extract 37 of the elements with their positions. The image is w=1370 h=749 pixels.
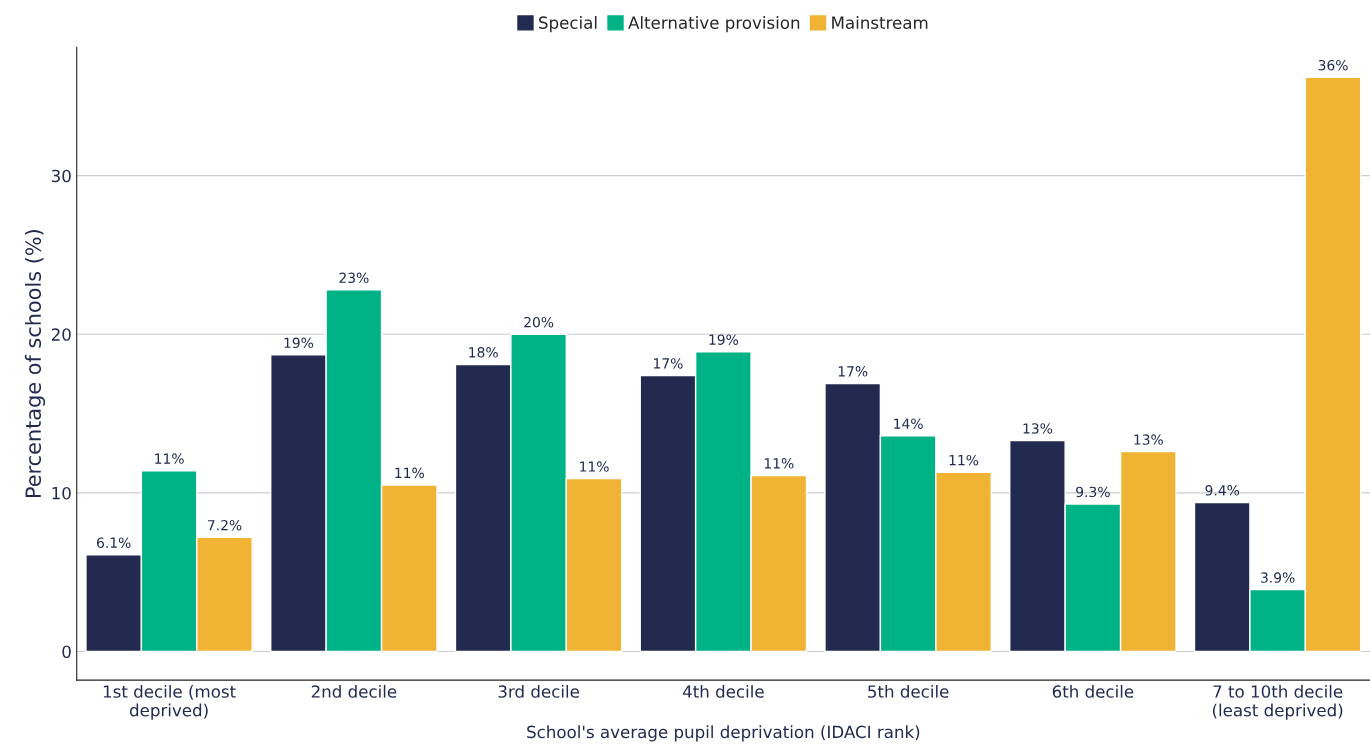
x-tick-label: 5th decile bbox=[868, 684, 949, 698]
data-label: 19% bbox=[284, 337, 314, 349]
x-tick-label: 4th decile bbox=[682, 684, 764, 698]
legend-label: Mainstream bbox=[832, 16, 928, 29]
data-label: 11% bbox=[580, 461, 609, 472]
data-label: 11% bbox=[155, 453, 184, 464]
x-tick-label: 7 to 10th decile (least deprived) bbox=[1212, 684, 1343, 720]
data-label: 3.9% bbox=[1261, 572, 1295, 583]
x-tick-label: 3rd decile bbox=[498, 684, 579, 698]
data-label: 13% bbox=[1023, 423, 1053, 434]
data-label: 14% bbox=[894, 418, 923, 429]
y-axis-title: Percentage of schools (%) bbox=[24, 230, 46, 498]
x-tick-label: 1st decile (most deprived) bbox=[103, 684, 236, 720]
data-label: 11% bbox=[949, 454, 979, 466]
data-label: 23% bbox=[339, 272, 369, 284]
data-label: 11% bbox=[764, 458, 794, 469]
data-label: 18% bbox=[469, 347, 498, 358]
x-axis-title: School's average pupil deprivation (IDACI rank) bbox=[527, 725, 920, 742]
data-label: 13% bbox=[1134, 434, 1163, 445]
data-label: 9.3% bbox=[1076, 486, 1110, 498]
legend-label: Alternative provision bbox=[628, 16, 800, 33]
data-label: 6.1% bbox=[97, 537, 131, 548]
data-label: 11% bbox=[395, 467, 424, 479]
y-tick-label: 30 bbox=[51, 169, 71, 183]
x-tick-label: 2nd decile bbox=[311, 684, 397, 698]
data-label: 36% bbox=[1318, 59, 1348, 71]
data-label: 9.4% bbox=[1205, 485, 1240, 496]
data-label: 17% bbox=[838, 366, 868, 377]
y-tick-label: 10 bbox=[52, 486, 71, 500]
y-tick-label: 0 bbox=[62, 645, 71, 659]
legend-label: Special bbox=[539, 16, 597, 33]
data-label: 7.2% bbox=[208, 519, 242, 531]
data-label: 19% bbox=[709, 334, 739, 345]
data-label: 17% bbox=[654, 358, 683, 369]
y-tick-label: 20 bbox=[51, 328, 71, 341]
x-tick-label: 6th decile bbox=[1052, 684, 1134, 698]
data-label: 20% bbox=[524, 316, 554, 328]
